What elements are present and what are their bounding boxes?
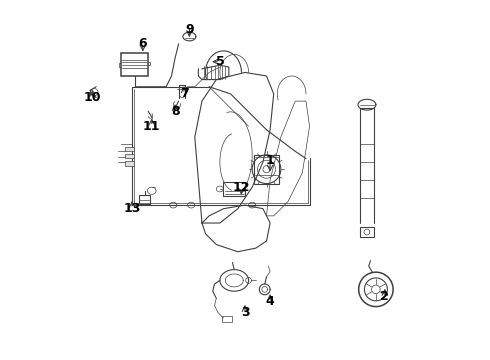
Bar [360,226,374,237]
Bar [139,195,150,204]
Text: 1: 1 [266,154,274,167]
Bar [122,53,148,76]
Bar [223,182,245,196]
Text: 7: 7 [180,87,189,100]
Text: 5: 5 [216,55,224,68]
Text: 2: 2 [380,290,389,303]
Bar [125,161,134,166]
Text: 11: 11 [143,120,161,133]
Bar [125,154,134,158]
Text: 3: 3 [241,306,249,319]
Text: 6: 6 [139,37,147,50]
Bar [125,147,134,151]
Text: 12: 12 [233,181,250,194]
Text: 8: 8 [171,105,179,118]
Text: 10: 10 [84,91,101,104]
Bar [254,155,279,184]
Text: 13: 13 [123,202,141,215]
Text: 4: 4 [266,296,274,309]
Bar [221,316,232,321]
Text: 9: 9 [185,23,194,36]
